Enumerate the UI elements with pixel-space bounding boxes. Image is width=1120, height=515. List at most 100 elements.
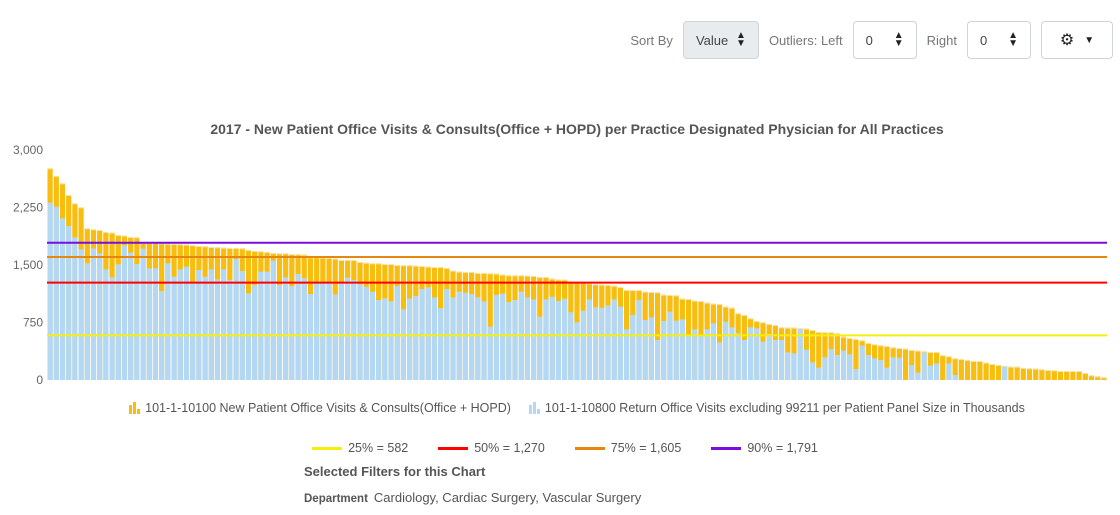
bar-return-visits[interactable] [239,270,245,380]
bar-return-visits[interactable] [376,300,382,380]
bar-return-visits[interactable] [605,305,611,380]
sort-by-select[interactable]: Value ▲ ▼ [682,21,759,59]
bar-return-visits[interactable] [431,297,438,380]
bar-new-patient[interactable] [1014,366,1020,380]
legend-item-p25[interactable]: 25% = 582 [312,441,408,455]
bar-return-visits[interactable] [190,282,196,380]
bar-new-patient[interactable] [816,332,822,380]
legend-item-new-patient[interactable]: 101-1-10100 New Patient Office Visits & … [129,401,511,415]
bar-new-patient[interactable] [971,360,977,380]
bar-return-visits[interactable] [654,339,661,380]
bar-return-visits[interactable] [53,206,59,380]
bar-new-patient[interactable] [940,355,946,380]
bar-new-patient[interactable] [1026,368,1033,380]
bar-return-visits[interactable] [307,293,314,380]
bar-return-visits[interactable] [685,334,692,380]
bar-return-visits[interactable] [183,266,190,380]
bar-new-patient[interactable] [1076,371,1082,380]
bar-return-visits[interactable] [295,273,301,380]
bar-return-visits[interactable] [475,297,481,380]
bar-return-visits[interactable] [258,271,264,380]
bar-new-patient[interactable] [1051,370,1057,380]
bar-return-visits[interactable] [146,268,152,380]
bar-return-visits[interactable] [890,357,896,380]
bar-new-patient[interactable] [1020,367,1026,380]
bar-new-patient[interactable] [995,364,1002,380]
bar-return-visits[interactable] [791,353,797,380]
bar-return-visits[interactable] [115,264,121,380]
bar-return-visits[interactable] [363,286,369,380]
bar-return-visits[interactable] [803,349,809,380]
bar-return-visits[interactable] [487,326,493,380]
bar-return-visits[interactable] [438,308,444,380]
bar-return-visits[interactable] [673,320,679,380]
bar-return-visits[interactable] [797,329,803,380]
bar-return-visits[interactable] [853,369,859,380]
bar-return-visits[interactable] [320,282,326,380]
bar-return-visits[interactable] [152,268,159,380]
bar-return-visits[interactable] [301,278,307,380]
bar-return-visits[interactable] [865,355,871,380]
bar-return-visits[interactable] [704,329,710,380]
bar-new-patient[interactable] [915,350,921,380]
bar-new-patient[interactable] [989,363,995,380]
bar-return-visits[interactable] [524,297,531,380]
legend-item-return-visits[interactable]: 101-1-10800 Return Office Visits excludi… [528,401,1025,415]
bar-return-visits[interactable] [425,287,431,380]
bar-new-patient[interactable] [958,358,964,380]
bar-return-visits[interactable] [921,352,927,380]
bar-return-visits[interactable] [636,300,642,380]
bar-return-visits[interactable] [233,259,239,380]
bar-return-visits[interactable] [741,339,747,380]
legend-item-p75[interactable]: 75% = 1,605 [574,441,681,455]
bar-return-visits[interactable] [927,365,933,380]
bar-return-visits[interactable] [760,341,766,380]
bar-return-visits[interactable] [754,328,760,380]
bar-return-visits[interactable] [555,301,562,380]
bar-return-visits[interactable] [716,342,723,380]
bar-return-visits[interactable] [537,316,543,380]
bar-return-visits[interactable] [345,277,351,380]
bar-return-visits[interactable] [785,352,791,380]
bar-return-visits[interactable] [909,364,915,380]
bar-return-visits[interactable] [382,298,388,380]
outliers-right-select[interactable]: 0 ▲ ▼ [967,21,1031,59]
bar-new-patient[interactable] [1088,375,1095,380]
bar-new-patient[interactable] [884,346,890,380]
bar-return-visits[interactable] [531,299,537,380]
bar-return-visits[interactable] [66,225,72,380]
bar-return-visits[interactable] [332,294,338,380]
bar-return-visits[interactable] [512,300,518,380]
bar-return-visits[interactable] [109,277,115,380]
bar-new-patient[interactable] [1008,366,1014,380]
bar-new-patient[interactable] [1064,371,1070,380]
bar-return-visits[interactable] [623,329,630,380]
bar-return-visits[interactable] [140,248,146,380]
bar-return-visits[interactable] [202,276,208,380]
bar-return-visits[interactable] [289,286,295,380]
bar-return-visits[interactable] [710,323,716,380]
bar-return-visits[interactable] [822,357,828,380]
bar-return-visits[interactable] [952,375,958,380]
bar-new-patient[interactable] [1095,376,1101,380]
bar-return-visits[interactable] [450,297,456,380]
bar-return-visits[interactable] [264,271,270,380]
bar-new-patient[interactable] [977,360,983,380]
bar-return-visits[interactable] [574,322,580,380]
bar-return-visits[interactable] [611,299,617,380]
bar-return-visits[interactable] [208,269,214,380]
bar-return-visits[interactable] [933,363,940,380]
legend-item-p90[interactable]: 90% = 1,791 [711,441,818,455]
bar-return-visits[interactable] [214,279,221,380]
bar-return-visits[interactable] [357,284,363,380]
bar-return-visits[interactable] [97,253,103,380]
bar-new-patient[interactable] [716,304,723,380]
bar-return-visits[interactable] [177,269,183,380]
bar-return-visits[interactable] [121,245,128,380]
bar-return-visits[interactable] [648,317,654,380]
bar-return-visits[interactable] [128,252,134,380]
bar-return-visits[interactable] [165,263,171,380]
bar-return-visits[interactable] [1002,366,1008,380]
bar-return-visits[interactable] [661,320,667,380]
bar-return-visits[interactable] [326,282,332,380]
